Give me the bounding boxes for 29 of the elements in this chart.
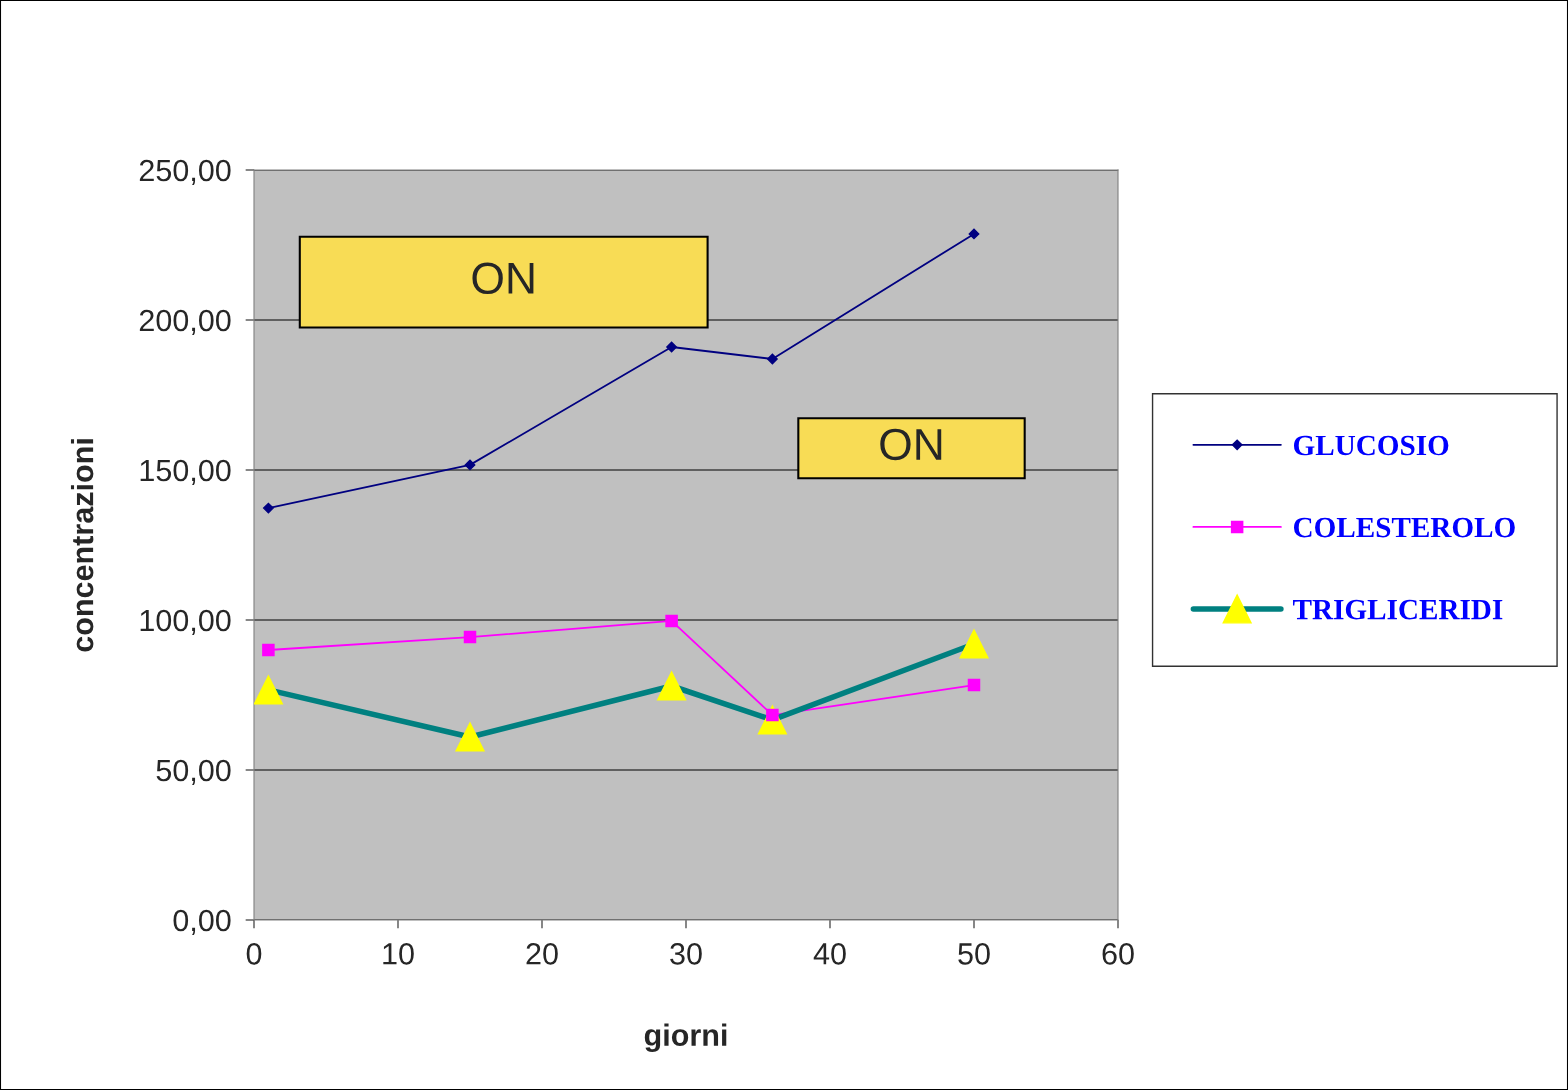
y-tick-label: 150,00 bbox=[140, 459, 231, 485]
point bbox=[262, 502, 274, 514]
x-tick-label: 40 bbox=[813, 943, 846, 965]
point bbox=[968, 228, 980, 240]
x-tick-label: 0 bbox=[246, 943, 262, 965]
annotation: ON bbox=[472, 262, 534, 295]
legend-label: TRIGLICERIDI bbox=[1293, 599, 1503, 620]
x-tick-label: 60 bbox=[1102, 943, 1134, 965]
y-tick-label: 250,00 bbox=[139, 159, 231, 185]
x-tick-label: 50 bbox=[958, 943, 990, 965]
point bbox=[464, 459, 476, 471]
legend-label: GLUCOSIO bbox=[1293, 435, 1449, 456]
y-tick-label: 200,00 bbox=[139, 309, 231, 335]
y-axis-title: concentrazioni bbox=[70, 439, 94, 652]
point bbox=[463, 630, 477, 644]
point bbox=[666, 341, 678, 353]
x-tick-label: 30 bbox=[670, 943, 702, 965]
point bbox=[766, 353, 778, 365]
x-tick-label: 10 bbox=[383, 943, 414, 965]
x-tick-label: 20 bbox=[526, 943, 558, 965]
y-tick-label: 50,00 bbox=[156, 759, 231, 785]
y-tick-label: 0,00 bbox=[173, 909, 231, 935]
point bbox=[967, 678, 981, 692]
legend-label: COLESTEROLO bbox=[1293, 517, 1515, 538]
annotation: ON bbox=[880, 428, 942, 461]
x-axis-title: giorni bbox=[644, 1023, 727, 1053]
point bbox=[665, 614, 678, 628]
y-tick-label: 100,00 bbox=[140, 609, 231, 635]
point bbox=[262, 643, 275, 657]
